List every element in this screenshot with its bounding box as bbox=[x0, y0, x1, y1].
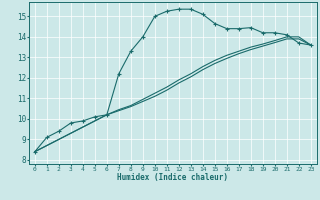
X-axis label: Humidex (Indice chaleur): Humidex (Indice chaleur) bbox=[117, 173, 228, 182]
